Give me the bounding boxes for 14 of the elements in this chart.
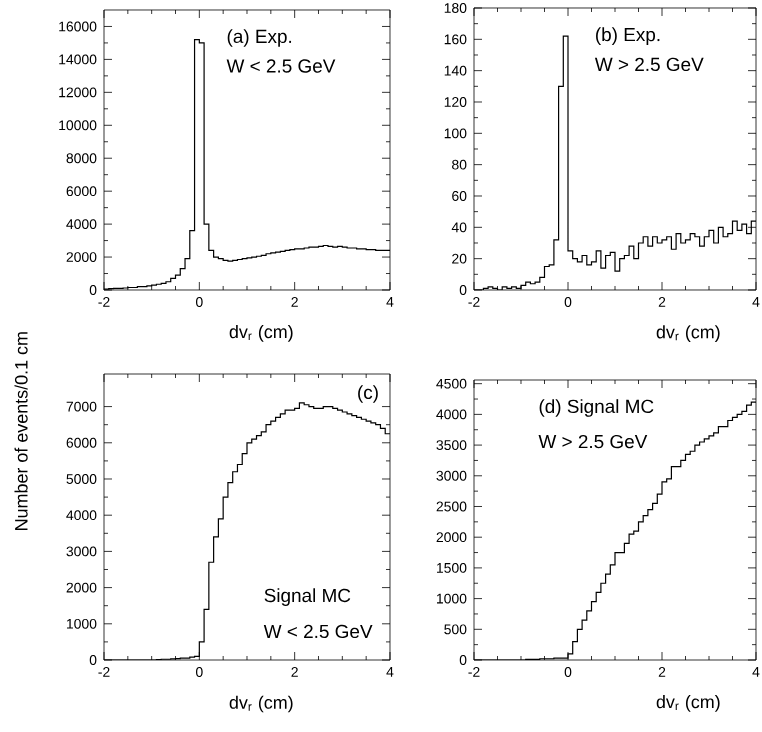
x-axis-title: dv$_{r}$ (cm) [656, 325, 720, 342]
y-axis-title: Number of events/0.1 cm [14, 332, 28, 530]
annotation: W < 2.5 GeV [263, 624, 373, 639]
annotation: (a) Exp. [227, 29, 292, 47]
annotation: (c) [358, 385, 378, 403]
x-axis-title: dv$_{r}$ (cm) [229, 325, 293, 342]
annotation: W > 2.5 GeV [594, 57, 704, 72]
x-axis-title: dv$_{r}$ (cm) [656, 695, 720, 712]
annotation: W < 2.5 GeV [226, 59, 336, 73]
annotation: Signal MC [264, 588, 351, 606]
annotation: (d) Signal MC [539, 399, 654, 417]
annotation: (b) Exp. [596, 27, 660, 46]
annotation: W > 2.5 GeV [538, 434, 648, 449]
x-axis-title: dv$_{r}$ (cm) [229, 695, 293, 713]
